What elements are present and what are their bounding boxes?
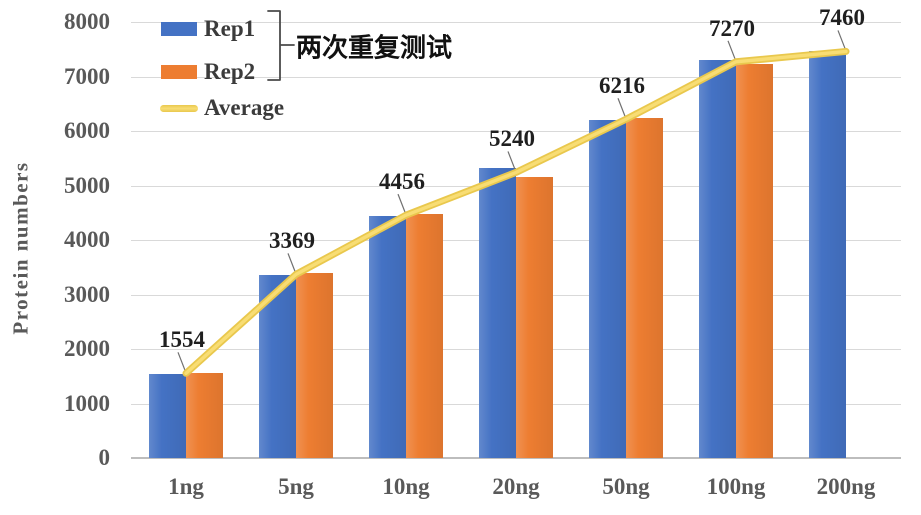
- bar-sheen: [149, 374, 186, 458]
- y-tick-4000: 4000: [64, 227, 110, 252]
- y-tick-8000: 8000: [64, 9, 110, 34]
- rep1-swatch-icon: [161, 22, 197, 36]
- legend-annotation: 两次重复测试: [296, 32, 453, 63]
- x-tick-50ng: 50ng: [602, 474, 650, 499]
- bar-rep2-1ng: [186, 372, 223, 458]
- bar-sheen: [186, 372, 223, 458]
- rep2-swatch-icon: [161, 65, 197, 79]
- bar-rep1-1ng: [149, 374, 186, 458]
- legend-average-label: Average: [204, 95, 285, 120]
- data-label-100ng: 7270: [709, 15, 755, 41]
- legend-rep1-label: Rep1: [204, 16, 256, 41]
- gridline-0: [131, 457, 901, 459]
- x-tick-5ng: 5ng: [278, 474, 314, 499]
- y-tick-2000: 2000: [64, 336, 110, 361]
- gridline-8000: [131, 22, 901, 23]
- x-tick-20ng: 20ng: [492, 474, 540, 499]
- y-tick-0: 0: [98, 445, 111, 470]
- x-tick-1ng: 1ng: [168, 474, 204, 499]
- legend-rep2-label: Rep2: [204, 59, 256, 84]
- legend-item-average: Average: [160, 95, 284, 121]
- y-tick-3000: 3000: [64, 281, 110, 307]
- legend-item-rep2: Rep2: [161, 59, 255, 85]
- y-tick-1000: 1000: [64, 390, 110, 416]
- average-line-swatch-icon: [160, 104, 198, 112]
- legend-item-rep1: Rep1: [161, 16, 255, 42]
- y-tick-7000: 7000: [64, 63, 110, 89]
- x-tick-100ng: 100ng: [706, 474, 766, 499]
- data-label-200ng: 7460: [819, 5, 865, 31]
- brace-bracket-icon: [267, 10, 295, 81]
- y-tick-5000: 5000: [64, 172, 110, 198]
- x-tick-200ng: 200ng: [816, 474, 876, 499]
- y-tick-6000: 6000: [64, 118, 110, 143]
- x-tick-10ng: 10ng: [382, 474, 430, 499]
